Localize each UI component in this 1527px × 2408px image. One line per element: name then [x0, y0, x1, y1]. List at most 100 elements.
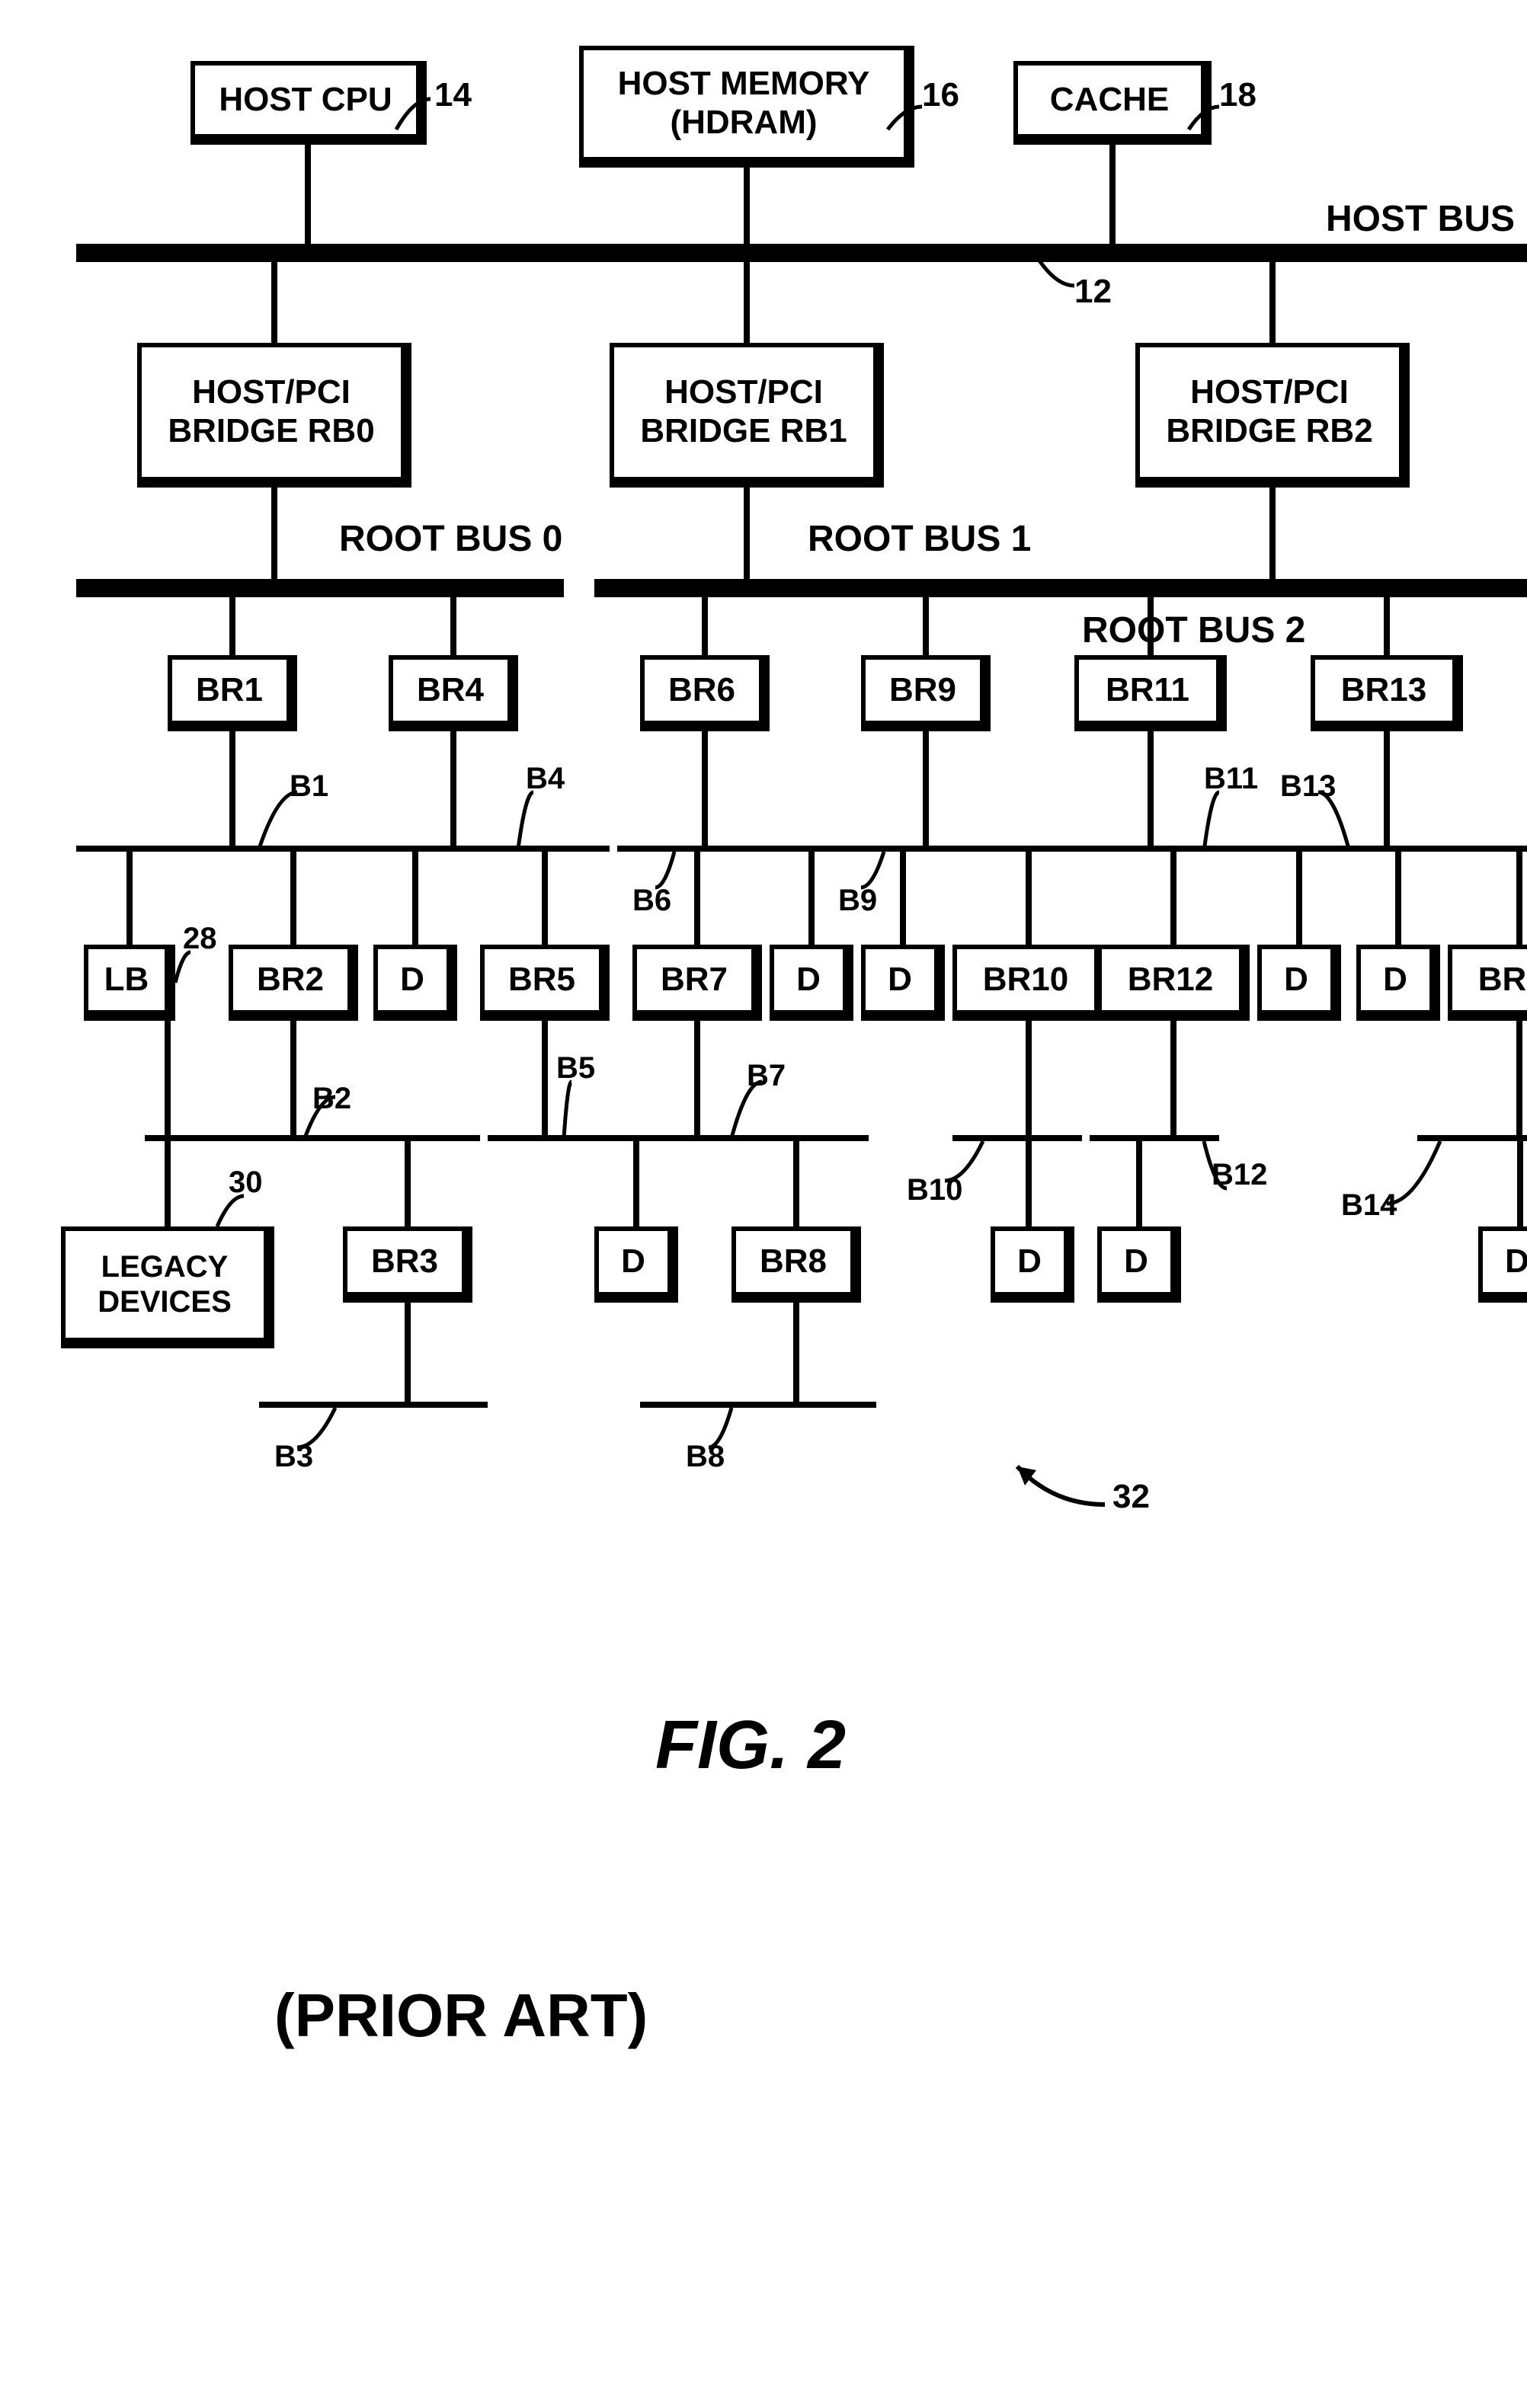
box-d_b10: D [991, 1226, 1074, 1303]
label-l18: 18 [1219, 76, 1256, 114]
connector-7 [744, 488, 750, 579]
box-label-d_b10: D [1017, 1242, 1042, 1281]
label-lrb0: ROOT BUS 0 [339, 518, 562, 560]
box-label-br11: BR11 [1106, 671, 1189, 710]
box-d_b8_left: D [594, 1226, 678, 1303]
label-lrb1: ROOT BUS 1 [808, 518, 1031, 560]
box-label-br14: BR14 [1478, 961, 1527, 999]
connector-41 [1026, 1141, 1032, 1226]
connector-17 [702, 731, 708, 846]
box-label-d_b11: D [1284, 961, 1308, 999]
diagram-canvas: HOST CPU HOST MEMORY(HDRAM) CACHE HOST/PCIB… [30, 30, 1497, 2378]
box-d_b12: D [1097, 1226, 1181, 1303]
connector-34 [290, 1021, 296, 1135]
connector-40 [1026, 1021, 1032, 1135]
connector-6 [271, 488, 277, 579]
box-br2: BR2 [229, 945, 358, 1021]
connector-10 [450, 597, 456, 655]
box-label-br10: BR10 [983, 961, 1069, 999]
connector-25 [694, 852, 700, 945]
connector-5 [1269, 262, 1276, 343]
bus-b1 [76, 846, 381, 852]
box-label-br13: BR13 [1341, 671, 1427, 710]
connector-16 [450, 731, 456, 846]
connector-0 [305, 145, 311, 244]
box-br3: BR3 [343, 1226, 472, 1303]
prior-art-label: (PRIOR ART) [274, 1981, 648, 2051]
box-br7: BR7 [632, 945, 762, 1021]
box-br8: BR8 [731, 1226, 861, 1303]
connector-3 [271, 262, 277, 343]
connector-35 [405, 1141, 411, 1226]
box-label-br6: BR6 [668, 671, 735, 710]
connector-47 [793, 1303, 799, 1402]
box-label-legacy: LEGACYDEVICES [98, 1249, 232, 1319]
box-rb0: HOST/PCIBRIDGE RB0 [137, 343, 411, 488]
figure-caption: FIG. 2 [655, 1706, 846, 1785]
box-label-host_memory: HOST MEMORY(HDRAM) [618, 65, 870, 142]
box-label-lb: LB [104, 961, 149, 999]
connector-19 [1148, 731, 1154, 846]
bus-root_bus_2 [1067, 579, 1527, 597]
connector-38 [633, 1141, 639, 1226]
box-label-rb1: HOST/PCIBRIDGE RB1 [640, 373, 847, 450]
box-d_b6: D [770, 945, 853, 1021]
arrow-32 [998, 1455, 1112, 1516]
connector-22 [290, 852, 296, 945]
box-label-rb2: HOST/PCIBRIDGE RB2 [1166, 373, 1372, 450]
connector-24 [542, 852, 548, 945]
box-host_memory: HOST MEMORY(HDRAM) [579, 46, 914, 168]
label-l12: 12 [1074, 273, 1112, 311]
box-label-d_b4: D [400, 961, 424, 999]
box-label-d_b12: D [1124, 1242, 1148, 1281]
box-br4: BR4 [389, 655, 518, 731]
box-d_b9: D [861, 945, 945, 1021]
box-d_b4: D [373, 945, 457, 1021]
label-lhostbus: HOST BUS [1326, 198, 1515, 240]
box-rb2: HOST/PCIBRIDGE RB2 [1135, 343, 1410, 488]
box-lb: LB [84, 945, 175, 1021]
box-br5: BR5 [480, 945, 610, 1021]
bus-root_bus_1 [594, 579, 1082, 597]
box-br11: BR11 [1074, 655, 1227, 731]
connector-11 [702, 597, 708, 655]
connector-27 [900, 852, 906, 945]
connector-46 [405, 1303, 411, 1402]
box-label-br9: BR9 [889, 671, 956, 710]
bus-host_bus [76, 244, 1527, 262]
connector-44 [1516, 1021, 1522, 1135]
box-label-br2: BR2 [257, 961, 324, 999]
connector-4 [744, 262, 750, 343]
label-l32: 32 [1112, 1478, 1150, 1516]
connector-18 [923, 731, 929, 846]
box-br13: BR13 [1311, 655, 1463, 731]
box-label-br8: BR8 [760, 1242, 827, 1281]
box-d_b13: D [1356, 945, 1440, 1021]
connector-32 [1516, 852, 1522, 945]
bus-b4 [366, 846, 610, 852]
bus-root_bus_0 [76, 579, 564, 597]
connector-28 [1026, 852, 1032, 945]
box-label-cache: CACHE [1050, 81, 1169, 120]
box-label-d_b14: D [1505, 1242, 1527, 1281]
connector-39 [793, 1141, 799, 1226]
connector-33 [165, 1021, 171, 1226]
label-lrb2: ROOT BUS 2 [1082, 609, 1305, 651]
box-d_b11: D [1257, 945, 1341, 1021]
box-label-br3: BR3 [371, 1242, 438, 1281]
box-label-br4: BR4 [417, 671, 484, 710]
box-label-br5: BR5 [508, 961, 575, 999]
connector-30 [1296, 852, 1302, 945]
connector-1 [744, 168, 750, 244]
connector-9 [229, 597, 235, 655]
connector-15 [229, 731, 235, 846]
box-rb1: HOST/PCIBRIDGE RB1 [610, 343, 884, 488]
box-legacy: LEGACYDEVICES [61, 1226, 274, 1348]
connector-21 [126, 852, 133, 945]
box-label-br7: BR7 [661, 961, 728, 999]
label-l16: 16 [922, 76, 959, 114]
box-host_cpu: HOST CPU [190, 61, 427, 145]
connector-42 [1170, 1021, 1176, 1135]
box-label-d_b6: D [796, 961, 821, 999]
connector-37 [694, 1021, 700, 1135]
